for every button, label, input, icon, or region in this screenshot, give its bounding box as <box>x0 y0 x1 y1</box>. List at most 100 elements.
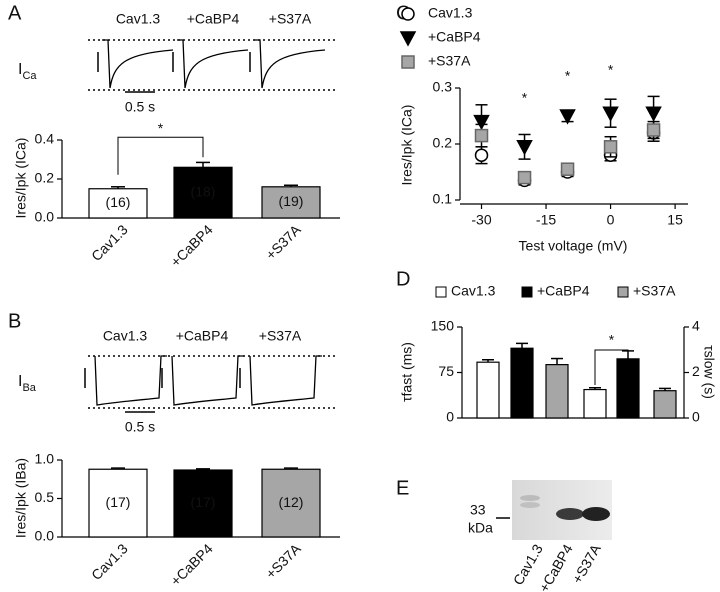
x-tick-label: Cav1.3 <box>88 221 131 264</box>
significance-bracket <box>594 349 629 385</box>
trace-label: Cav1.3 <box>103 328 148 344</box>
marker-unit: kDa <box>468 520 493 536</box>
trace-label: +S37A <box>259 328 302 344</box>
blot-band <box>520 502 540 508</box>
annotation: * <box>609 332 615 348</box>
y-tick-label: 0.2 <box>433 135 453 151</box>
marker <box>646 123 661 137</box>
y-tick-label: 0.3 <box>433 79 453 95</box>
y-tick-label: 0 <box>692 409 700 425</box>
bar <box>173 166 233 219</box>
current-symbol: I <box>18 61 22 78</box>
legend-label: Cav1.3 <box>428 5 473 21</box>
legend-label: +CaBP4 <box>537 283 590 299</box>
bar <box>583 388 607 419</box>
x-tick-label: +S37A <box>262 221 304 263</box>
panel-label: A <box>8 2 22 24</box>
annotation: * <box>608 62 614 78</box>
x-tick-label: +CaBP4 <box>167 221 216 270</box>
current-symbol: I <box>18 373 22 390</box>
blot-band <box>582 507 610 521</box>
y-tick-label: 2 <box>692 363 700 379</box>
bar <box>261 468 321 538</box>
y-tick-label: 0.4 <box>35 131 55 147</box>
blot-band <box>556 508 584 520</box>
legend-marker <box>401 55 415 69</box>
bar <box>616 358 640 419</box>
legend-label: Cav1.3 <box>451 283 496 299</box>
panel-label: B <box>8 310 21 332</box>
current-subscript: Ba <box>22 382 36 394</box>
y2-axis-label: τslow (s) <box>701 345 717 399</box>
marker <box>603 140 618 154</box>
annotation: * <box>565 68 571 84</box>
annotation: * <box>158 120 164 136</box>
panel-label: E <box>396 477 409 499</box>
current-trace <box>177 39 249 89</box>
y-tick-label: 0.5 <box>35 489 55 505</box>
legend-label: +S37A <box>428 53 471 69</box>
marker <box>645 106 662 122</box>
trace-label: +CaBP4 <box>176 328 229 344</box>
marker <box>473 114 490 131</box>
y-axis-label: Ires/Ipk (IBa) <box>13 458 29 538</box>
y-tick-label: 0.1 <box>433 191 453 207</box>
bar <box>173 469 233 538</box>
y-tick-label: 0 <box>446 409 454 425</box>
bar <box>653 390 677 419</box>
legend-marker <box>399 31 417 47</box>
legend-marker <box>401 7 415 21</box>
n-label: (17) <box>106 494 131 510</box>
y-tick-label: 75 <box>438 363 454 379</box>
bar <box>510 347 534 419</box>
x-tick-label: 15 <box>667 212 683 228</box>
n-label: (18) <box>191 183 216 199</box>
y-axis-label: Ires/Ipk (ICa) <box>13 138 29 219</box>
trace-label: Cav1.3 <box>116 11 161 27</box>
marker <box>559 109 576 125</box>
time-scale-label: 0.5 s <box>125 99 155 115</box>
marker-size: 33 <box>470 502 486 518</box>
y-axis-label: Ires/Ipk (ICa) <box>399 105 415 186</box>
current-trace <box>94 355 167 406</box>
marker <box>474 128 489 143</box>
x-tick-label: 0 <box>607 212 615 228</box>
marker <box>602 106 619 122</box>
legend-label: +S37A <box>633 283 676 299</box>
n-label: (12) <box>279 494 304 510</box>
x-tick-label: -15 <box>536 212 556 228</box>
n-label: (17) <box>191 494 216 510</box>
current-trace <box>249 355 322 406</box>
lane-label: +S37A <box>569 541 604 586</box>
n-label: (19) <box>279 193 304 209</box>
y-tick-label: 4 <box>692 318 700 334</box>
current-subscript: Ca <box>22 70 37 82</box>
bar <box>476 361 500 419</box>
bar <box>88 468 148 538</box>
legend-swatch <box>435 286 447 298</box>
x-axis-label: Test voltage (mV) <box>519 238 628 254</box>
bar <box>545 364 569 419</box>
current-trace <box>254 39 326 89</box>
marker <box>474 148 489 162</box>
panel-label: D <box>396 268 410 290</box>
time-scale-label: 0.5 s <box>125 419 155 435</box>
x-tick-label: +S37A <box>262 540 304 582</box>
current-label: IBa <box>18 373 37 394</box>
x-tick-label: -30 <box>471 212 491 228</box>
bar <box>261 186 321 219</box>
marker <box>517 170 532 185</box>
blot-band <box>520 495 540 501</box>
y-tick-label: 0.2 <box>35 170 55 186</box>
legend-swatch <box>617 286 629 298</box>
legend-label: +CaBP4 <box>428 29 481 45</box>
n-label: (16) <box>106 194 131 210</box>
current-trace <box>171 355 244 406</box>
bar <box>88 188 148 219</box>
trace-label: +S37A <box>269 11 312 27</box>
y-tick-label: 0.0 <box>35 528 55 544</box>
x-tick-label: Cav1.3 <box>88 540 131 583</box>
marker <box>516 140 533 156</box>
legend-swatch <box>521 286 533 298</box>
